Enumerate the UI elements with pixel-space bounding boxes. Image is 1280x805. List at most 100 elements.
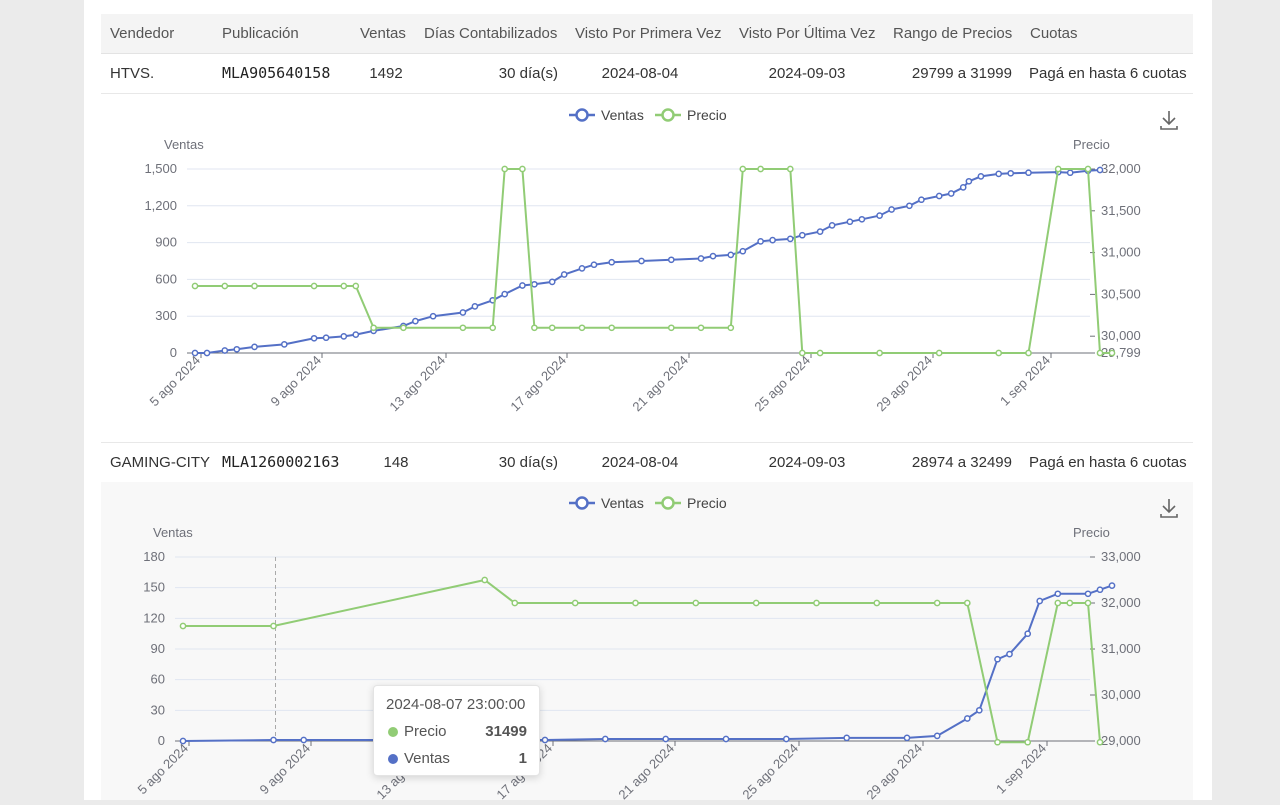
data-point-ventas bbox=[1084, 590, 1092, 598]
header-ventas[interactable]: Ventas bbox=[360, 25, 406, 42]
data-point-ventas bbox=[221, 347, 229, 354]
header-rango[interactable]: Rango de Precios bbox=[893, 25, 1013, 42]
data-point-ventas bbox=[846, 218, 854, 226]
data-point-precio bbox=[481, 576, 489, 584]
x-tick-label: 13 ago 2024 bbox=[386, 353, 448, 415]
cell-ventas: 148 bbox=[383, 454, 409, 471]
header-primera[interactable]: Visto Por Primera Vez bbox=[575, 25, 722, 42]
ventas-dot-icon bbox=[388, 754, 398, 764]
data-point-precio bbox=[352, 282, 360, 290]
series-line-ventas bbox=[182, 584, 1113, 742]
data-point-precio bbox=[489, 324, 497, 332]
header-publicacion[interactable]: Publicación bbox=[222, 25, 299, 42]
chart-htvs-svg[interactable]: Ventas Precio Ventas Precio 0 300 600 900 1,200 1… bbox=[101, 94, 1193, 441]
data-point-ventas bbox=[828, 222, 836, 229]
x-tick-label: 1 sep 2024 bbox=[997, 353, 1053, 409]
data-point-ventas bbox=[531, 280, 538, 288]
cell-publicacion[interactable]: MLA1260002163 bbox=[222, 453, 340, 471]
y-left-tick-label: 0 bbox=[170, 345, 177, 360]
y-left-axis-title: Ventas bbox=[153, 525, 193, 540]
cell-ventas: 1492 bbox=[369, 65, 403, 82]
data-point-ventas bbox=[1025, 169, 1032, 177]
chart-htvs[interactable]: Ventas Precio Ventas Precio 0 300 600 900 1,200 1… bbox=[101, 94, 1193, 441]
y-left-tick-label: 30 bbox=[151, 702, 165, 717]
data-point-precio bbox=[1096, 349, 1104, 357]
data-point-ventas bbox=[947, 190, 955, 197]
cell-dias: 30 día(s) bbox=[498, 65, 558, 82]
y-left-tick-label: 180 bbox=[143, 549, 165, 564]
x-tick-label: 1 sep 2024 bbox=[993, 741, 1049, 797]
x-tick-label: 21 ago 2024 bbox=[629, 353, 691, 415]
y-left-axis-title: Ventas bbox=[164, 137, 204, 152]
data-point-ventas bbox=[769, 236, 776, 244]
y-left-tick-label: 1,500 bbox=[144, 161, 177, 176]
x-tick-label: 29 ago 2024 bbox=[873, 353, 935, 415]
data-point-precio bbox=[786, 165, 794, 173]
download-icon[interactable] bbox=[1160, 499, 1178, 518]
data-point-precio bbox=[692, 599, 700, 607]
data-point-ventas bbox=[709, 252, 717, 260]
y-right-tick-label: 29,799 bbox=[1101, 345, 1141, 360]
header-cuotas[interactable]: Cuotas bbox=[1030, 25, 1078, 42]
chart-gaming-city[interactable]: Ventas Precio Ventas Precio 0 30 60 90 120 150 180… bbox=[101, 482, 1193, 802]
data-point-ventas bbox=[203, 349, 211, 357]
chart-gaming-city-svg[interactable]: Ventas Precio Ventas Precio 0 30 60 90 120 150 180… bbox=[101, 482, 1193, 802]
data-point-ventas bbox=[429, 312, 437, 320]
data-point-ventas bbox=[270, 736, 277, 744]
data-point-precio bbox=[179, 622, 187, 630]
table-row[interactable]: HTVS. MLA905640158 1492 30 día(s) 2024-0… bbox=[101, 54, 1193, 94]
header-ultima[interactable]: Visto Por Última Vez bbox=[739, 25, 876, 42]
data-point-precio bbox=[739, 165, 747, 173]
table-row[interactable]: GAMING-CITY MLA1260002163 148 30 día(s) … bbox=[101, 442, 1193, 483]
data-point-ventas bbox=[977, 173, 985, 180]
x-tick-label: 21 ago 2024 bbox=[615, 741, 677, 800]
download-icon-glyph bbox=[1160, 499, 1178, 518]
header-dias[interactable]: Días Contabilizados bbox=[424, 25, 558, 42]
data-point-ventas bbox=[352, 331, 360, 338]
series-line-precio bbox=[183, 578, 1101, 744]
legend-label-ventas: Ventas bbox=[601, 495, 644, 511]
header-vendedor[interactable]: Vendedor bbox=[110, 25, 175, 42]
tooltip-ventas-value: 1 bbox=[518, 750, 527, 767]
y-right-tick-label: 32,000 bbox=[1101, 595, 1141, 610]
data-point-precio bbox=[571, 599, 579, 607]
data-point-precio bbox=[757, 165, 764, 173]
data-point-ventas bbox=[310, 334, 318, 342]
data-point-precio bbox=[727, 324, 735, 332]
data-point-ventas bbox=[590, 261, 598, 269]
data-point-ventas bbox=[191, 349, 199, 357]
data-point-precio bbox=[963, 599, 971, 607]
x-tick-label: 25 ago 2024 bbox=[739, 741, 801, 800]
data-point-ventas bbox=[933, 732, 941, 740]
x-tick-label: 25 ago 2024 bbox=[751, 353, 813, 415]
data-point-ventas bbox=[959, 184, 967, 191]
data-point-ventas bbox=[638, 257, 645, 265]
data-point-ventas bbox=[995, 170, 1003, 178]
x-tick-label: 9 ago 2024 bbox=[267, 353, 324, 410]
data-point-precio bbox=[251, 282, 258, 290]
data-point-ventas bbox=[906, 202, 913, 210]
data-point-ventas bbox=[1054, 590, 1062, 598]
download-icon[interactable] bbox=[1160, 111, 1178, 130]
y-left-tick-label: 900 bbox=[155, 235, 177, 250]
y-right-tick-label: 29,000 bbox=[1101, 733, 1141, 748]
cell-publicacion[interactable]: MLA905640158 bbox=[222, 64, 331, 82]
legend-label-precio: Precio bbox=[687, 495, 727, 511]
data-point-precio bbox=[813, 599, 820, 607]
y-right-tick-label: 31,500 bbox=[1101, 203, 1141, 218]
y-left-tick-label: 90 bbox=[151, 641, 165, 656]
legend-marker-ventas bbox=[575, 108, 589, 122]
data-point-ventas bbox=[903, 734, 911, 742]
data-point-precio bbox=[1084, 599, 1092, 607]
data-point-ventas bbox=[233, 345, 241, 353]
y-right-tick-label: 30,000 bbox=[1101, 687, 1141, 702]
series-line-precio bbox=[195, 168, 1112, 354]
y-right-tick-label: 30,500 bbox=[1101, 286, 1141, 301]
data-point-ventas bbox=[662, 735, 670, 743]
data-point-ventas bbox=[965, 177, 973, 185]
data-point-precio bbox=[1054, 599, 1062, 607]
cell-dias: 30 día(s) bbox=[498, 454, 558, 471]
data-point-precio bbox=[994, 738, 1001, 746]
y-left-tick-label: 600 bbox=[155, 271, 177, 286]
data-point-ventas bbox=[697, 255, 705, 262]
